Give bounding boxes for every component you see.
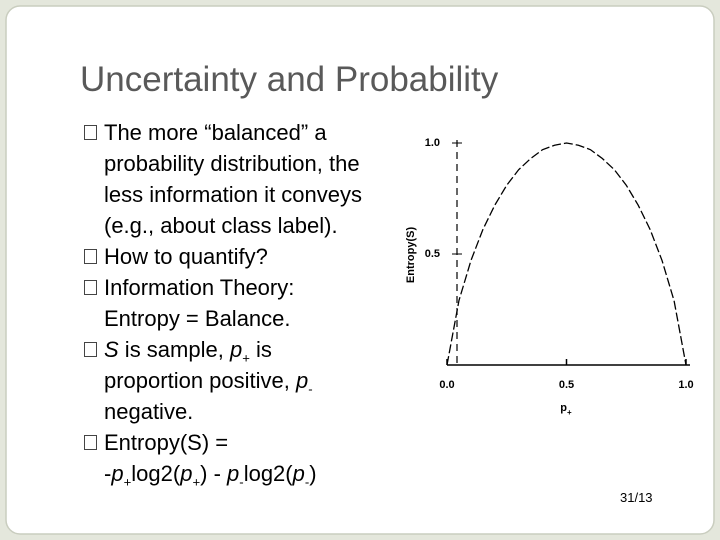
slide-title: Uncertainty and Probability — [80, 60, 499, 99]
text-run: log2( — [243, 461, 293, 486]
bullet-marker — [84, 435, 97, 450]
y-tick-label: 1.0 — [425, 137, 440, 149]
text-run: p — [229, 337, 243, 362]
bullet-marker — [84, 280, 97, 295]
text-run: p — [111, 461, 124, 486]
text-run: p — [292, 461, 305, 486]
text-run: p — [296, 368, 309, 393]
slide-frame — [5, 5, 715, 535]
text-run: + — [242, 350, 250, 366]
bullet: How to quantify? — [82, 241, 374, 272]
bullet-marker — [84, 125, 97, 140]
text-run: ) — [309, 461, 317, 486]
text-run: ) - — [200, 461, 228, 486]
bullet: Entropy(S) = -p+log2(p+) - p-log2(p-) — [82, 427, 374, 489]
x-tick-label: 0.5 — [559, 379, 574, 391]
bullet: The more “balanced” a probability distri… — [82, 117, 374, 241]
bullet-line: -p+log2(p+) - p-log2(p-) — [104, 458, 374, 489]
text-run: Entropy(S) = — [104, 430, 229, 455]
bullet-line: Entropy(S) = — [104, 427, 374, 458]
text-run: is sample, — [118, 337, 230, 362]
x-tick-label: 1.0 — [678, 379, 693, 391]
bullet-line: The more “balanced” a probability distri… — [104, 117, 374, 241]
y-axis-label: Entropy(S) — [405, 227, 417, 284]
x-axis-label: p+ — [560, 402, 572, 417]
text-run: S — [104, 337, 119, 362]
x-axis-label-sub: + — [567, 408, 572, 417]
text-run: - — [304, 474, 310, 490]
bullet-line: How to quantify? — [104, 241, 374, 272]
text-run: The more “balanced” a probability distri… — [104, 120, 362, 238]
bullet-line: S is sample, p+ is proportion positive, … — [104, 334, 374, 427]
text-run: - — [308, 381, 313, 397]
text-run: - — [104, 461, 112, 486]
entropy-curve — [446, 142, 687, 366]
page-number: 31/13 — [620, 490, 653, 505]
y-tick-label: 0.5 — [425, 248, 440, 260]
x-tick-label: 0.0 — [439, 379, 454, 391]
text-run: How to quantify? — [104, 244, 268, 269]
text-run: negative. — [104, 399, 194, 424]
text-run: p — [180, 461, 193, 486]
bullet: Information Theory: Entropy = Balance. — [82, 272, 374, 334]
text-run: is proportion positive, — [104, 337, 296, 393]
bullet-line: Information Theory: Entropy = Balance. — [104, 272, 374, 334]
text-run: p — [227, 461, 240, 486]
text-run: + — [192, 474, 201, 490]
bullet: S is sample, p+ is proportion positive, … — [82, 334, 374, 427]
bullet-marker — [84, 342, 97, 357]
text-run: + — [123, 474, 132, 490]
x-axis-label-main: p — [560, 402, 567, 414]
bullet-marker — [84, 249, 97, 264]
text-run: - — [239, 474, 244, 490]
text-run: Information Theory: Entropy = Balance. — [104, 275, 295, 331]
bullet-list: The more “balanced” a probability distri… — [82, 117, 374, 489]
text-run: log2( — [131, 461, 181, 486]
